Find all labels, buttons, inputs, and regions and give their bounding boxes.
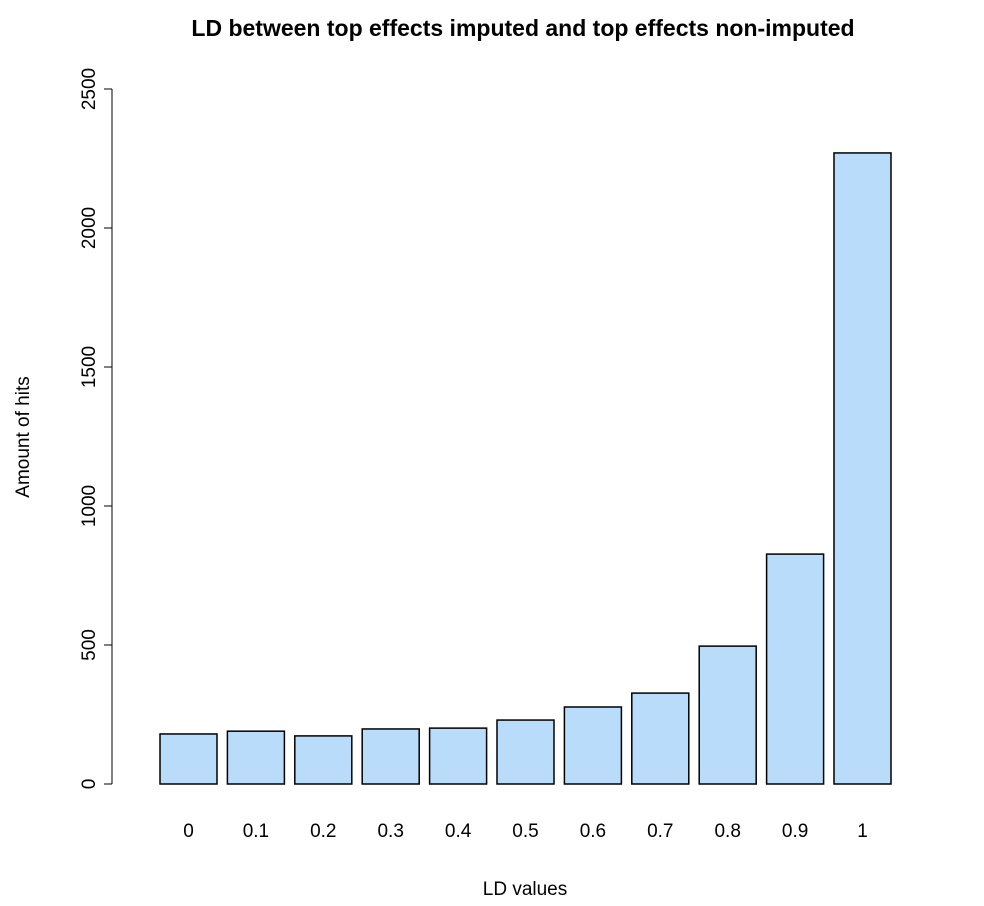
x-tick-label: 0.2 [310, 821, 336, 842]
y-tick-label: 500 [79, 629, 100, 661]
bar [496, 719, 555, 785]
x-tick-label: 0.6 [580, 821, 606, 842]
x-tick-label: 0.1 [243, 821, 269, 842]
x-tick-label: 0.9 [782, 821, 808, 842]
y-tick-label: 2500 [79, 68, 100, 110]
x-tick-label: 0.3 [377, 821, 403, 842]
x-axis-label: LD values [483, 879, 568, 900]
bar [765, 553, 825, 785]
x-tick-label: 0.5 [512, 821, 538, 842]
x-tick-label: 1 [857, 821, 868, 842]
bar [159, 733, 218, 785]
y-axis-label: Amount of hits [13, 376, 34, 497]
bar [361, 728, 420, 785]
x-tick-label: 0.4 [445, 821, 472, 842]
y-tick-label: 0 [79, 779, 100, 790]
y-tick-label: 2000 [79, 207, 100, 249]
y-tick-label: 1500 [79, 346, 100, 388]
bar [698, 645, 757, 785]
chart-title: LD between top effects imputed and top e… [191, 15, 854, 41]
x-tick-label: 0.8 [714, 821, 740, 842]
bar [833, 152, 892, 785]
bar [428, 727, 488, 785]
bar [294, 735, 353, 785]
bar [631, 692, 690, 785]
y-tick-label: 1000 [79, 485, 100, 527]
x-tick-label: 0.7 [647, 821, 673, 842]
bar [563, 706, 623, 785]
x-tick-label: 0 [183, 821, 194, 842]
bar [226, 730, 286, 785]
